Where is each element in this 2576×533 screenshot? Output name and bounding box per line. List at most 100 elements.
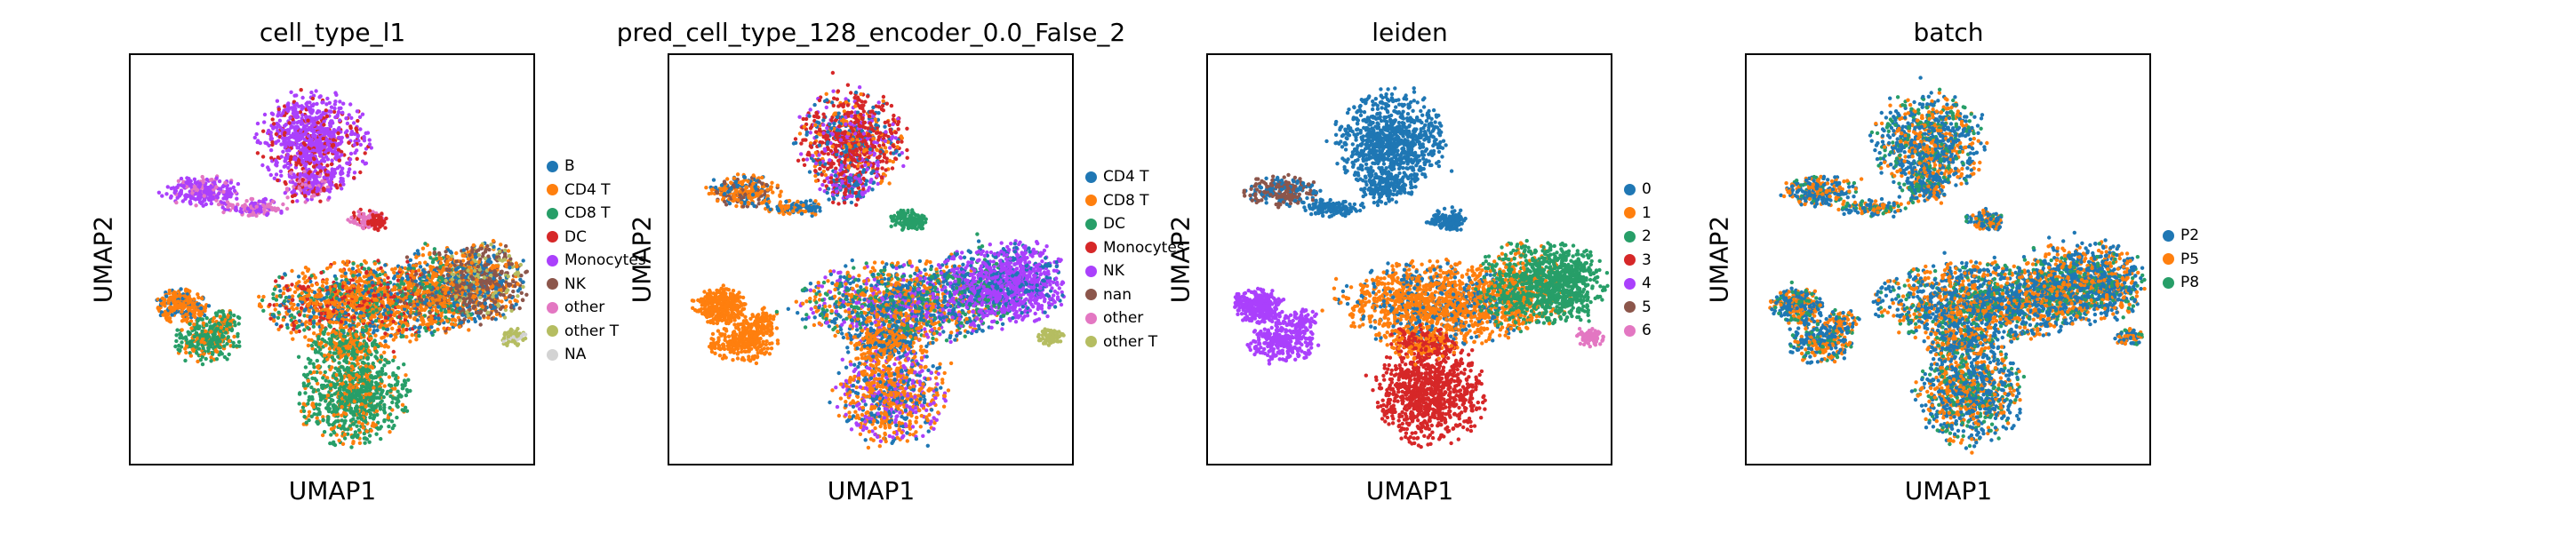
scatter-point xyxy=(281,202,285,207)
scatter-point xyxy=(376,292,381,298)
scatter-point xyxy=(278,303,283,308)
scatter-point xyxy=(324,108,328,113)
scatter-point xyxy=(332,138,336,142)
scatter-point xyxy=(516,294,520,298)
scatter-point xyxy=(402,300,407,306)
scatter-point xyxy=(292,155,297,160)
scatter-point xyxy=(448,250,452,254)
scatter-point xyxy=(228,322,233,327)
scatter-point xyxy=(271,122,276,126)
scatter-point xyxy=(369,146,373,150)
scatter-point xyxy=(270,199,276,203)
scatter-point xyxy=(296,146,301,150)
scatter-point xyxy=(401,328,405,332)
scatter-point xyxy=(417,333,421,338)
scatter-point xyxy=(314,139,318,143)
scatter-point xyxy=(332,287,336,291)
scatter-point xyxy=(444,250,448,254)
scatter-point xyxy=(289,313,294,317)
scatter-point xyxy=(507,253,511,259)
scatter-point xyxy=(499,269,503,274)
scatter-point xyxy=(314,115,318,120)
scatter-point xyxy=(212,180,217,185)
scatter-point xyxy=(347,113,351,117)
scatter-point xyxy=(493,287,499,291)
scatter-point xyxy=(237,344,242,348)
scatter-point xyxy=(316,171,320,176)
scatter-point xyxy=(341,101,346,106)
scatter-point xyxy=(168,195,173,200)
scatter-point xyxy=(276,107,281,112)
scatter-point xyxy=(366,219,371,225)
scatter-point xyxy=(371,310,375,314)
scatter-point xyxy=(466,257,471,261)
scatter-point xyxy=(306,304,310,308)
scatter-point xyxy=(297,313,302,317)
scatter-point xyxy=(396,282,400,287)
scatter-point xyxy=(370,289,374,293)
scatter-point xyxy=(294,281,300,286)
scatter-point xyxy=(351,261,356,266)
scatter-point xyxy=(284,144,288,149)
scatter-point xyxy=(420,246,426,251)
scatter-cluster xyxy=(220,196,290,219)
scatter-point xyxy=(318,302,324,306)
scatter-point xyxy=(425,290,429,294)
scatter-point xyxy=(209,197,213,203)
scatter-point xyxy=(240,203,245,209)
scatter-point xyxy=(327,195,332,200)
scatter-point xyxy=(303,194,308,198)
scatter-point xyxy=(452,322,458,327)
scatter-point xyxy=(303,266,308,270)
scatter-point xyxy=(508,299,513,304)
scatter-point xyxy=(362,211,366,216)
scatter-cluster xyxy=(156,174,241,208)
scatter-point xyxy=(324,307,328,312)
scatter-point xyxy=(196,195,201,201)
scatter-point xyxy=(283,191,287,195)
scatter-point xyxy=(284,206,290,211)
scatter-point xyxy=(200,362,205,367)
scatter-point xyxy=(276,315,281,320)
scatter-point xyxy=(376,221,380,226)
scatter-point xyxy=(386,310,391,315)
scatter-point xyxy=(271,291,276,297)
scatter-point xyxy=(303,200,308,204)
scatter-point xyxy=(466,268,470,273)
scatter-point xyxy=(300,121,305,125)
scatter-point xyxy=(452,301,456,306)
scatter-point xyxy=(292,175,297,179)
scatter-point xyxy=(235,196,239,201)
scatter-point xyxy=(328,265,332,269)
scatter-point xyxy=(261,308,266,313)
scatter-point xyxy=(217,309,221,314)
scatter-point xyxy=(322,123,326,127)
scatter-cluster xyxy=(366,212,388,233)
scatter-point xyxy=(286,106,291,110)
scatter-point xyxy=(492,276,496,281)
scatter-cluster xyxy=(252,88,373,195)
scatter-point xyxy=(259,210,263,214)
scatter-point xyxy=(315,148,319,153)
scatter-point xyxy=(202,340,207,346)
scatter-point xyxy=(355,156,359,161)
scatter-point xyxy=(493,299,498,305)
scatter-point xyxy=(368,270,373,274)
scatter-point xyxy=(300,151,306,155)
scatter-point xyxy=(385,327,390,331)
scatter-point xyxy=(425,281,429,286)
scatter-point xyxy=(192,187,197,191)
scatter-point xyxy=(348,157,353,162)
scatter-point xyxy=(430,260,436,265)
scatter-point xyxy=(190,191,195,195)
scatter-point xyxy=(436,327,440,332)
scatter-point xyxy=(176,299,180,304)
scatter-point xyxy=(491,294,495,299)
scatter-point xyxy=(324,300,328,305)
scatter-point xyxy=(367,276,372,281)
scatter-point xyxy=(192,297,196,301)
scatter-point xyxy=(485,290,491,295)
scatter-point xyxy=(347,170,351,175)
scatter-point xyxy=(274,131,278,137)
scatter-point xyxy=(254,131,259,137)
